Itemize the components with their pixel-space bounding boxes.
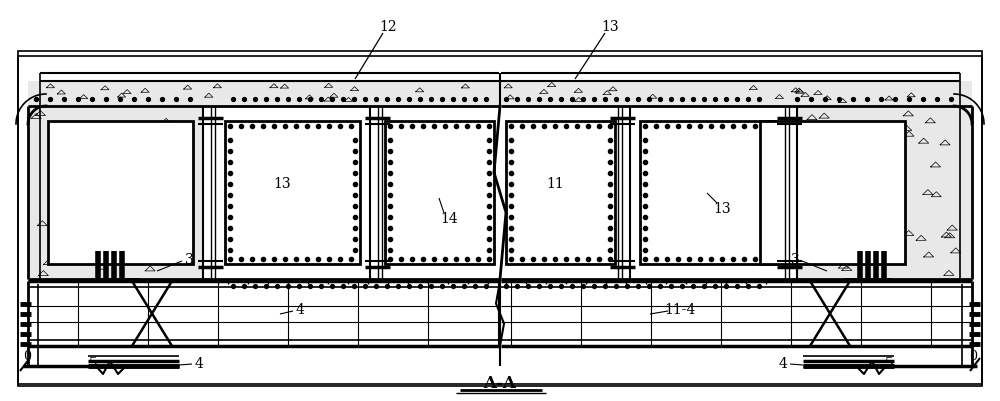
Text: 13: 13 xyxy=(601,20,619,34)
Text: 13: 13 xyxy=(273,176,291,190)
Text: 13: 13 xyxy=(713,201,731,215)
Bar xyxy=(18,57,982,384)
Bar xyxy=(845,279,890,281)
Text: 5: 5 xyxy=(89,356,97,370)
Text: 11-4: 11-4 xyxy=(664,302,696,316)
Bar xyxy=(225,122,360,264)
Bar xyxy=(18,52,982,386)
Text: 4: 4 xyxy=(296,302,304,316)
Bar xyxy=(506,122,615,264)
Bar xyxy=(760,122,905,264)
Text: 3: 3 xyxy=(791,252,799,266)
Bar xyxy=(28,82,499,107)
Text: 14: 14 xyxy=(440,211,458,225)
Text: 12: 12 xyxy=(379,20,397,34)
Bar xyxy=(48,122,193,264)
Text: 0: 0 xyxy=(23,349,31,362)
Bar xyxy=(93,279,138,281)
Text: 5: 5 xyxy=(885,356,893,370)
Text: 11: 11 xyxy=(546,176,564,190)
Bar xyxy=(797,107,972,279)
Bar xyxy=(501,82,972,107)
Text: 4: 4 xyxy=(195,356,203,370)
Bar xyxy=(385,122,494,264)
Text: 4: 4 xyxy=(779,356,787,370)
Bar xyxy=(28,107,203,279)
Text: 0: 0 xyxy=(969,349,977,362)
Bar xyxy=(640,122,775,264)
Text: A-A: A-A xyxy=(484,375,516,391)
Text: 3: 3 xyxy=(185,252,193,266)
